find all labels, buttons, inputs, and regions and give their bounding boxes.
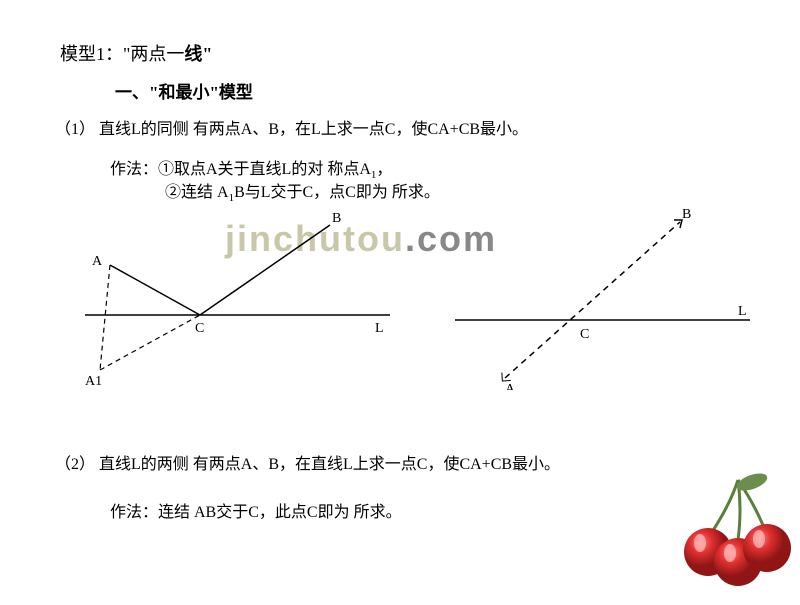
label-L-r: L: [738, 304, 747, 319]
diagram-left: A B C L A1: [50, 210, 410, 395]
method1-line2: ②连结 A1B与L交于C，点C即为 所求。: [165, 178, 440, 204]
subheading: 一、"和最小"模型: [115, 78, 253, 103]
cherry-svg: [660, 470, 800, 600]
model-heading: 模型1："两点一线": [60, 40, 212, 66]
method1-suffix: ，: [376, 161, 392, 178]
problem1-text: （1） 直线L的同侧 有两点A、B，在L上求一点C，使CA+CB最小。: [55, 115, 528, 139]
diagram-right-svg: A B C L: [450, 200, 770, 390]
model-heading-prefix: 模型1："两点一: [60, 44, 184, 64]
label-A-r: A: [505, 382, 516, 390]
cherry-decoration: [660, 470, 800, 600]
label-A1: A1: [85, 374, 102, 389]
label-C-r: C: [580, 327, 589, 342]
diagram-right: A B C L: [450, 200, 770, 395]
label-C: C: [195, 321, 204, 336]
method1-line2b: B与L交于C，点C即为 所求。: [234, 184, 440, 201]
model-heading-bold: 线": [184, 44, 212, 64]
problem2-text: （2） 直线L的两侧 有两点A、B，在直线L上求一点C，使CA+CB最小。: [55, 450, 560, 474]
method2: 作法：连结 AB交于C，此点C即为 所求。: [110, 498, 402, 522]
label-A: A: [92, 254, 103, 269]
method1-line2a: ②连结 A: [165, 184, 229, 201]
label-B-r: B: [682, 207, 691, 222]
method1-line1-text: 作法：①取点A关于直线L的对 称点A: [110, 161, 371, 178]
label-L: L: [375, 321, 384, 336]
label-B: B: [332, 211, 341, 226]
diagram-left-svg: A B C L A1: [50, 210, 410, 390]
